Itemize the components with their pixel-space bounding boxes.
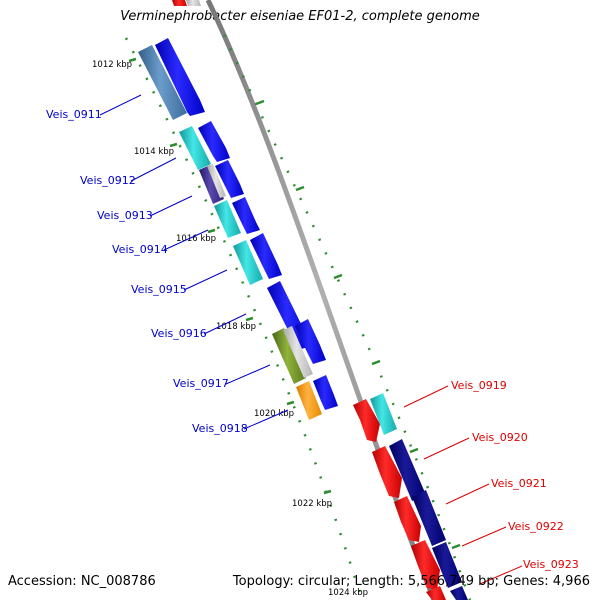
gene-label-veis-0914[interactable]: Veis_0914: [112, 243, 168, 256]
gene-label-veis-0917[interactable]: Veis_0917: [173, 377, 229, 390]
feature-veis-0917-olive[interactable]: [272, 328, 306, 384]
gene-label-veis-0912[interactable]: Veis_0912: [80, 174, 136, 187]
gene-label-veis-0918[interactable]: Veis_0918: [192, 422, 248, 435]
feature-veis-0919-cyan[interactable]: [370, 393, 397, 435]
feature-veis-0915-cyan[interactable]: [233, 240, 263, 285]
gene-label-veis-0919[interactable]: Veis_0919: [451, 379, 507, 392]
feature-veis-0919-cds[interactable]: [353, 399, 380, 442]
gene-label-veis-0916[interactable]: Veis_0916: [151, 327, 207, 340]
feature-veis-0922-navy[interactable]: [432, 542, 462, 588]
kbp-label-1024: 1024 kbp: [328, 588, 368, 598]
kbp-label-1016: 1016 kbp: [176, 234, 216, 244]
gene-label-veis-0915[interactable]: Veis_0915: [131, 283, 187, 296]
feature-veis-0921-cds[interactable]: [394, 496, 421, 542]
feature-partial-top-red[interactable]: [172, 0, 187, 6]
topology-text: Topology: circular; Length: 5,566,749 bp…: [232, 574, 590, 589]
feature-veis-0920-navy[interactable]: [389, 439, 426, 501]
feature-veis-0914-cyan[interactable]: [214, 200, 241, 238]
reverse-strand-features: [353, 393, 468, 600]
feature-veis-0913-gray[interactable]: [207, 164, 226, 198]
feature-veis-0913-purple[interactable]: [199, 165, 224, 204]
feature-veis-0918-cds[interactable]: [313, 375, 338, 410]
kbp-label-1018: 1018 kbp: [216, 322, 256, 332]
forward-strand-features: [138, 38, 338, 420]
feature-veis-0914-cds[interactable]: [232, 197, 260, 234]
kbp-label-1014: 1014 kbp: [134, 147, 174, 157]
forward-leader-lines: [99, 94, 289, 430]
genome-title: Verminephrobacter eiseniae EF01-2, compl…: [120, 9, 480, 24]
feature-veis-0912-cds[interactable]: [198, 121, 230, 162]
kbp-label-1022: 1022 kbp: [292, 499, 332, 509]
kbp-label-1012: 1012 kbp: [92, 60, 132, 70]
gene-label-veis-0920[interactable]: Veis_0920: [472, 431, 528, 444]
feature-veis-0917-cds[interactable]: [295, 319, 326, 364]
feature-veis-0920-cds[interactable]: [372, 446, 402, 498]
feature-veis-0917-gray[interactable]: [283, 326, 313, 378]
feature-veis-0911-steelblue[interactable]: [138, 45, 187, 120]
gene-label-veis-0921[interactable]: Veis_0921: [491, 477, 547, 490]
kbp-label-1020: 1020 kbp: [254, 409, 294, 419]
feature-veis-0922-cds[interactable]: [411, 540, 440, 590]
major-ticks: [128, 57, 461, 550]
gene-label-veis-0923[interactable]: Veis_0923: [523, 558, 579, 571]
feature-veis-0911-cds[interactable]: [155, 38, 205, 116]
gene-label-veis-0913[interactable]: Veis_0913: [97, 209, 153, 222]
feature-veis-0923-navy[interactable]: [450, 586, 468, 600]
feature-veis-0918-orange[interactable]: [296, 381, 322, 420]
feature-veis-0923-cds[interactable]: [426, 586, 446, 600]
reverse-leader-lines: [403, 385, 523, 585]
accession-text: Accession: NC_008786: [8, 574, 156, 589]
gene-label-veis-0911[interactable]: Veis_0911: [46, 108, 102, 121]
feature-veis-0915-cds[interactable]: [250, 233, 282, 279]
feature-veis-0912-cyan[interactable]: [179, 126, 211, 170]
feature-partial-top-gray[interactable]: [186, 0, 201, 6]
feature-veis-0921-navy[interactable]: [412, 490, 446, 546]
inner-tick-track: [124, 37, 364, 600]
gene-label-veis-0922[interactable]: Veis_0922: [508, 520, 564, 533]
feature-veis-0913-cds[interactable]: [215, 160, 244, 198]
